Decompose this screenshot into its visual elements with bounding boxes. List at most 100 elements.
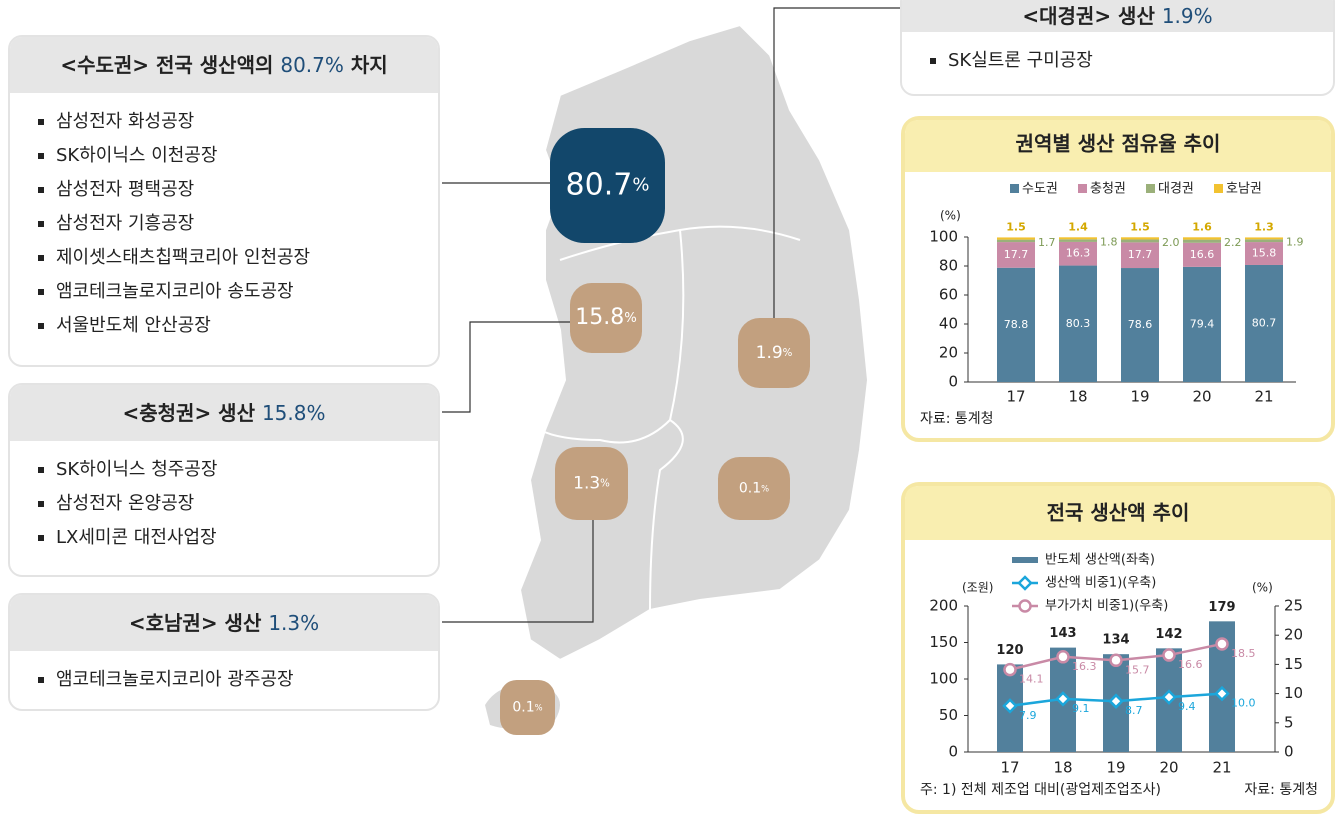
box-header: <충청권> 생산 15.8% (10, 385, 438, 441)
x-tick-label: 21 (1254, 388, 1273, 406)
box-title: <대경권> 생산 (1022, 4, 1162, 28)
bar-segment (997, 239, 1035, 243)
x-tick-label: 19 (1106, 759, 1125, 777)
legend-label: 대경권 (1158, 182, 1194, 197)
map-label-unit: % (761, 483, 769, 493)
marker (1018, 599, 1032, 613)
chart-title: 권역별 생산 점유율 추이 (1016, 132, 1221, 156)
box-header: <수도권> 전국 생산액의 80.7% 차지 (10, 37, 438, 93)
bar-segment (1183, 239, 1221, 243)
legend-label: 부가가치 비중1)(우축) (1045, 599, 1168, 614)
plant: SK하이닉스 청주공장 (38, 453, 438, 487)
map-label: 1.3% (573, 474, 610, 494)
y2-unit: (%) (1252, 581, 1273, 595)
legend-label: 충청권 (1090, 182, 1126, 197)
data-label: 80.7 (1252, 316, 1277, 329)
map-label-num: 0.1 (512, 700, 534, 716)
legend-swatch (1214, 184, 1223, 193)
data-label: 78.6 (1128, 318, 1153, 331)
plant: LX세미콘 대전사업장 (38, 521, 438, 555)
y2-tick-label: 20 (1284, 626, 1303, 644)
y-unit: (조원) (962, 581, 993, 595)
data-label: 15.8 (1252, 247, 1277, 260)
bar-segment (1059, 239, 1097, 242)
plant: 앰코테크놀로지코리아 송도공장 (38, 275, 438, 309)
data-label: 1.9 (1286, 236, 1304, 249)
data-label: 1.7 (1038, 236, 1056, 249)
marker (1017, 575, 1033, 591)
box-title: <수도권> 전국 생산액의 (60, 53, 281, 77)
x-tick-label: 17 (1000, 759, 1019, 777)
map-label: 0.1% (739, 481, 769, 497)
region-box: <호남권> 생산 1.3% 앰코테크놀로지코리아 광주공장 (8, 593, 440, 711)
marker (1161, 689, 1177, 705)
bar-segment (1245, 264, 1283, 382)
data-label: 1.5 (1006, 220, 1026, 233)
plant-list: 삼성전자 화성공장 SK하이닉스 이천공장 삼성전자 평택공장 삼성전자 기흥공장 제이… (10, 93, 438, 343)
y-tick-label: 200 (929, 597, 958, 615)
y-tick-label: 80 (939, 257, 958, 275)
bar-segment (997, 237, 1035, 240)
panel-header (905, 120, 1331, 172)
box-title: <호남권> 생산 (128, 611, 269, 635)
x-tick-label: 21 (1212, 759, 1231, 777)
bar-segment (1121, 239, 1159, 243)
panel-header (905, 486, 1331, 540)
chart-title: 전국 생산액 추이 (1047, 501, 1190, 525)
bar-segment (1245, 242, 1283, 265)
y-tick-label: 60 (939, 286, 958, 304)
data-label: 1.3 (1254, 220, 1274, 233)
marker (1056, 650, 1070, 664)
marker (1108, 693, 1124, 709)
marker (1055, 691, 1071, 707)
data-label: 16.6 (1190, 248, 1215, 261)
x-tick-label: 17 (1006, 388, 1025, 406)
bar-segment (997, 242, 1035, 268)
data-label: 1.5 (1130, 220, 1150, 233)
data-label: 78.8 (1004, 318, 1029, 331)
data-label: 10.0 (1231, 697, 1256, 710)
legend-swatch (1010, 184, 1019, 193)
data-label: 2.0 (1162, 236, 1180, 249)
data-label: 16.3 (1072, 660, 1097, 673)
map-label-num: 15.8 (575, 305, 624, 330)
plant-list: SK실트론 구미공장 (902, 32, 1333, 78)
bar-segment (1245, 237, 1283, 240)
connectors (442, 7, 900, 623)
map-label-num: 0.1 (739, 481, 761, 497)
box-title: <충청권> 생산 (122, 401, 262, 425)
y-unit: (%) (940, 209, 961, 223)
connector (442, 321, 570, 413)
map-bubble (718, 457, 790, 520)
marker (1215, 637, 1229, 651)
map-label-unit: % (624, 311, 637, 326)
data-label: 9.1 (1072, 702, 1090, 715)
plant: 삼성전자 기흥공장 (38, 207, 438, 241)
data-label: 142 (1155, 627, 1182, 642)
box-header: <대경권> 생산 1.9% (902, 0, 1333, 32)
map-label-unit: % (632, 175, 649, 196)
y2-tick-label: 25 (1284, 597, 1303, 615)
map-bubble (570, 283, 642, 353)
data-label: 17.7 (1128, 248, 1153, 261)
region-box: <대경권> 생산 1.9% SK실트론 구미공장 (900, 0, 1335, 96)
data-label: 9.4 (1178, 700, 1196, 713)
box-title: 차지 (343, 53, 388, 77)
map-bubble (738, 318, 810, 388)
y-tick-label: 0 (948, 373, 958, 391)
map-label: 1.9% (756, 343, 793, 363)
box-title-value: 1.3% (268, 611, 320, 635)
map (518, 23, 870, 662)
plant: 제이셋스태츠칩팩코리아 인천공장 (38, 241, 438, 275)
y2-tick-label: 0 (1284, 743, 1294, 761)
data-label: 2.2 (1224, 236, 1242, 249)
data-label: 1.6 (1192, 220, 1212, 233)
bar-segment (1245, 239, 1283, 243)
y2-tick-label: 5 (1284, 713, 1294, 731)
data-label: 18.5 (1231, 647, 1256, 660)
plant: 삼성전자 화성공장 (38, 105, 438, 139)
map-bubble (555, 447, 628, 520)
legend-swatch (1012, 557, 1038, 563)
map-label: 80.7% (566, 167, 650, 202)
